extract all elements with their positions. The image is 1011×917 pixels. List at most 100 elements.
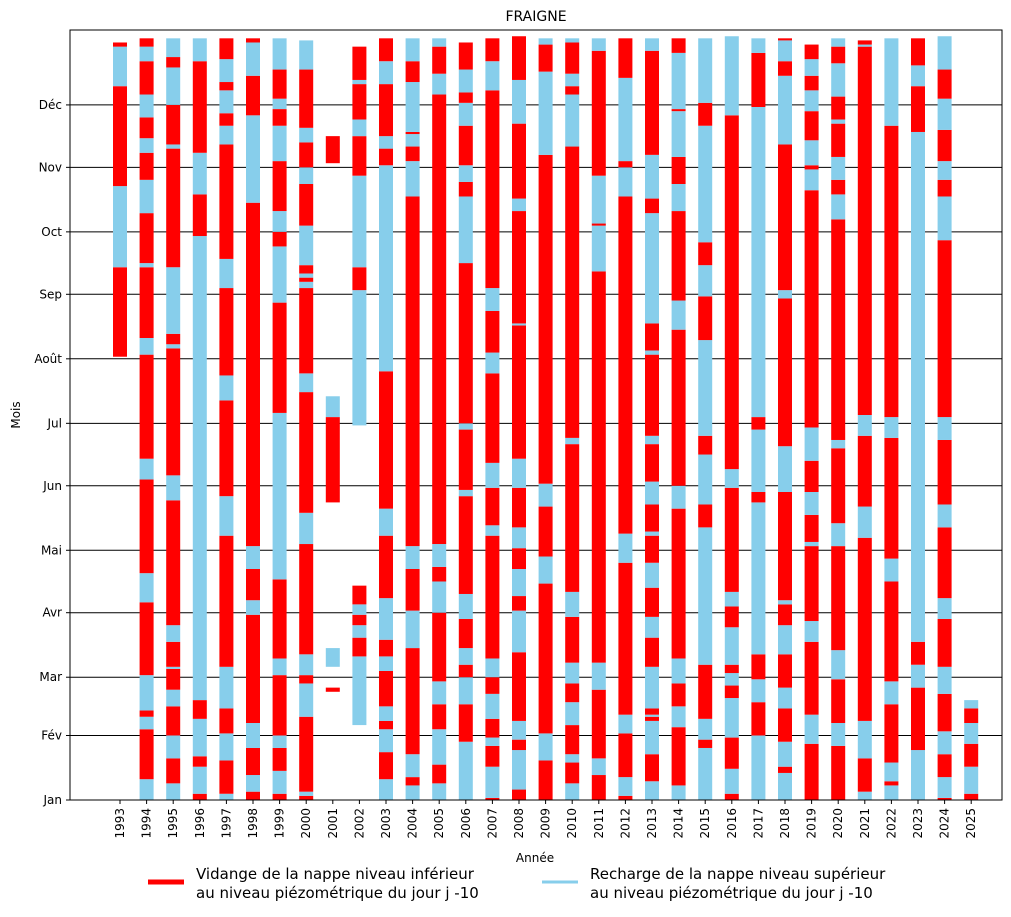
bar-segment-recharge — [831, 63, 846, 97]
bar-segment-vidange — [831, 46, 846, 64]
bar-segment-recharge — [139, 573, 154, 603]
bar-segment-recharge — [139, 263, 154, 268]
bar-segment-vidange — [219, 535, 234, 667]
bar-segment-recharge — [724, 469, 739, 488]
bar-segment-recharge — [485, 462, 500, 488]
bar-segment-vidange — [778, 492, 792, 601]
bar-segment-recharge — [671, 184, 686, 212]
bar-segment-vidange — [671, 156, 686, 184]
bar-segment-vidange — [937, 439, 952, 505]
bar-segment-recharge — [937, 598, 952, 619]
bar-segment-recharge — [139, 179, 154, 214]
bar-segment-vidange — [538, 44, 553, 72]
bar-segment-recharge — [724, 698, 739, 738]
bar-segment-recharge — [804, 59, 819, 76]
y-tick-label: Nov — [39, 160, 62, 174]
bar-segment-recharge — [512, 458, 526, 488]
bar-segment-vidange — [325, 417, 340, 503]
bar-segment-vidange — [219, 82, 234, 91]
y-tick-label: Août — [34, 352, 62, 366]
bar-segment-recharge — [724, 673, 739, 686]
bar-segment-vidange — [645, 637, 659, 667]
x-tick-label: 2006 — [459, 808, 473, 839]
bar-segment-recharge — [379, 508, 393, 536]
bar-segment-vidange — [565, 42, 580, 74]
bar-segment-vidange — [299, 392, 314, 513]
bar-segment-recharge — [645, 714, 659, 717]
bar-segment-vidange — [671, 211, 686, 301]
bar-segment-vidange — [379, 38, 393, 62]
bar-segment-recharge — [219, 90, 234, 114]
bar-segment-vidange — [379, 371, 393, 509]
bar-segment-recharge — [139, 138, 154, 153]
bar-segment-vidange — [937, 797, 952, 800]
bar-segment-recharge — [272, 658, 287, 676]
bar-segment-recharge — [804, 621, 819, 642]
bar-segment-vidange — [432, 94, 447, 545]
bar-segment-recharge — [804, 169, 819, 191]
bar-segment-vidange — [485, 677, 500, 694]
bar-segment-vidange — [432, 764, 447, 784]
bar-segment-recharge — [512, 720, 526, 740]
bar-segment-vidange — [645, 50, 659, 155]
bar-segment-recharge — [698, 527, 713, 665]
bar-segment-vidange — [458, 664, 473, 678]
bar-segment-recharge — [778, 40, 792, 62]
bar-segment-vidange — [299, 544, 314, 655]
bar-segment-vidange — [565, 762, 580, 784]
bar-segment-recharge — [113, 186, 127, 268]
bar-segment-vidange — [458, 704, 473, 742]
bar-segment-vidange — [405, 61, 420, 83]
bar-segment-recharge — [698, 454, 713, 505]
bar-segment-recharge — [591, 225, 606, 272]
bar-segment-vidange — [778, 766, 792, 773]
bar-segment-recharge — [565, 73, 580, 87]
bar-segment-recharge — [272, 735, 287, 748]
x-tick-label: 2021 — [858, 808, 872, 839]
bar-segment-vidange — [911, 687, 925, 751]
bar-segment-vidange — [166, 758, 181, 784]
bar-segment-vidange — [751, 492, 766, 503]
x-tick-label: 2015 — [698, 808, 712, 839]
x-tick-label: 2007 — [485, 808, 499, 839]
x-tick-label: 2018 — [778, 808, 792, 839]
bar-segment-vidange — [512, 36, 526, 80]
bar-segment-recharge — [618, 714, 633, 734]
bar-segment-recharge — [139, 675, 154, 711]
bar-segment-vidange — [299, 184, 314, 226]
bar-segment-recharge — [379, 165, 393, 372]
bar-segment-vidange — [139, 152, 154, 180]
bar-segment-recharge — [698, 747, 713, 800]
bar-segment-vidange — [751, 654, 766, 680]
bar-segment-vidange — [352, 136, 367, 176]
bar-segment-recharge — [751, 735, 766, 800]
bar-segment-vidange — [299, 795, 314, 800]
bar-segment-vidange — [778, 61, 792, 76]
bar-segment-recharge — [538, 71, 553, 155]
bar-segment-recharge — [325, 648, 340, 667]
bar-segment-vidange — [432, 612, 447, 682]
bar-segment-recharge — [724, 591, 739, 607]
bar-segment-recharge — [698, 265, 713, 297]
bar-segment-recharge — [139, 94, 154, 118]
bar-segment-recharge — [458, 677, 473, 705]
bar-segment-recharge — [405, 546, 420, 569]
bar-segment-recharge — [565, 437, 580, 445]
bar-segment-recharge — [405, 38, 420, 62]
bar-segment-recharge — [192, 152, 207, 195]
bar-segment-recharge — [671, 111, 686, 157]
bar-segment-vidange — [166, 641, 181, 667]
bar-segment-vidange — [485, 718, 500, 738]
bar-segment-vidange — [911, 86, 925, 132]
bar-segment-vidange — [804, 546, 819, 622]
bar-segment-recharge — [299, 40, 314, 70]
bar-segment-vidange — [618, 38, 633, 78]
bar-segment-recharge — [166, 783, 181, 800]
bar-segment-vidange — [192, 700, 207, 719]
bar-segment-recharge — [379, 779, 393, 800]
bar-segment-vidange — [937, 618, 952, 667]
bar-segment-recharge — [485, 693, 500, 719]
bar-segment-recharge — [671, 485, 686, 509]
x-tick-label: 2016 — [725, 808, 739, 839]
bar-segment-vidange — [485, 797, 500, 800]
